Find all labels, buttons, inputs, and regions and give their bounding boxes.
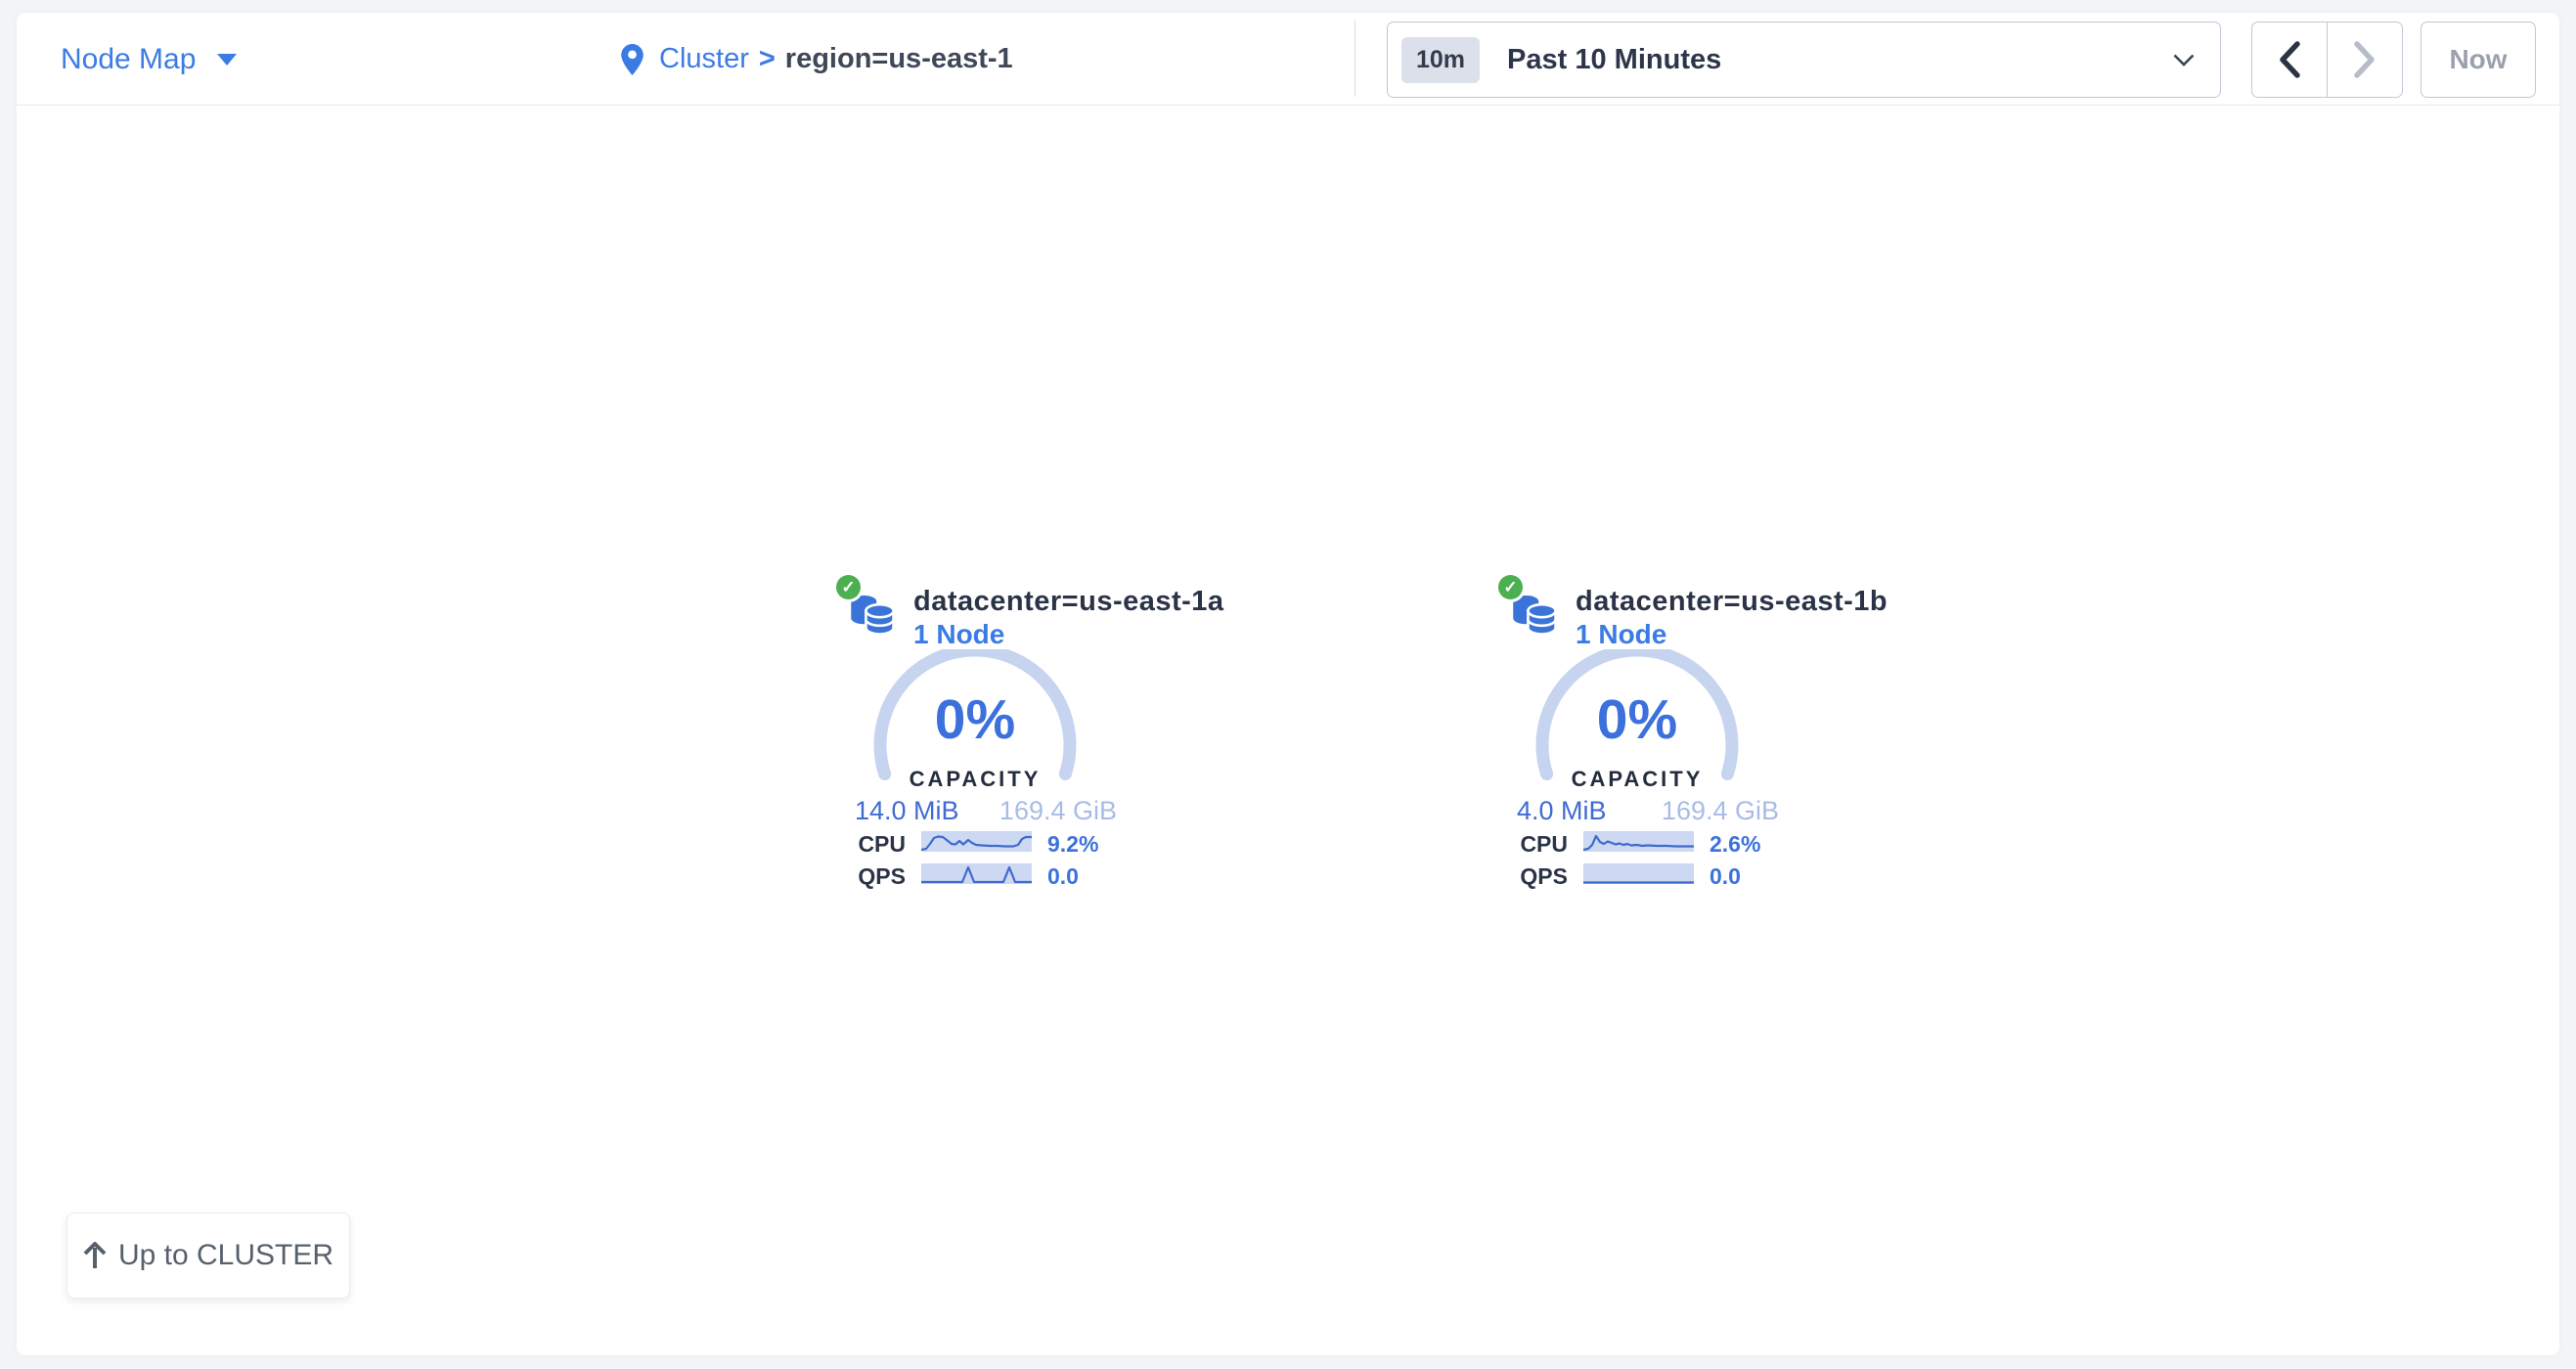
qps-value: 0.0	[1710, 863, 1741, 889]
time-step-buttons	[2251, 22, 2403, 98]
view-selector-dropdown[interactable]: Node Map	[61, 13, 238, 106]
database-stack-icon	[1513, 595, 1557, 636]
arrow-up-icon	[83, 1242, 107, 1268]
healthy-check-icon: ✓	[836, 575, 861, 599]
database-stack-icon	[851, 595, 895, 636]
cpu-value: 9.2%	[1047, 831, 1099, 857]
breadcrumb-separator: >	[758, 43, 776, 74]
time-range-badge: 10m	[1401, 36, 1481, 83]
qps-sparkline	[1583, 863, 1694, 884]
now-button-label: Now	[2449, 44, 2508, 74]
qps-metric-row: QPS 0.0	[1482, 863, 1785, 889]
time-range-dropdown[interactable]: 10m Past 10 Minutes	[1387, 22, 2221, 98]
chevron-right-icon	[2354, 41, 2375, 78]
capacity-values: 14.0 MiB 169.4 GiB	[855, 796, 1117, 826]
capacity-used: 4.0 MiB	[1517, 796, 1607, 825]
node-map-page: Node Map Cluster > region=us-east-1 10m …	[17, 13, 2559, 1355]
capacity-used: 14.0 MiB	[855, 796, 959, 825]
locality-card-us-east-1a[interactable]: ✓ datacenter=us-east-1a 1 Node	[820, 560, 1223, 898]
cpu-sparkline	[921, 831, 1032, 852]
cpu-label: CPU	[1520, 831, 1568, 857]
qps-label: QPS	[858, 863, 906, 889]
locality-title: datacenter=us-east-1b	[1576, 586, 1888, 617]
capacity-arc	[873, 649, 1077, 780]
chevron-down-icon	[2173, 54, 2195, 66]
capacity-gauge: 0% CAPACITY	[871, 649, 1079, 794]
capacity-label: CAPACITY	[909, 767, 1042, 791]
cpu-metric-row: CPU 9.2%	[820, 831, 1123, 857]
up-to-cluster-button[interactable]: Up to CLUSTER	[67, 1213, 350, 1299]
capacity-arc	[1535, 649, 1739, 780]
cpu-metric-row: CPU 2.6%	[1482, 831, 1785, 857]
locality-node-count: 1 Node	[1576, 619, 1667, 649]
capacity-values: 4.0 MiB 169.4 GiB	[1517, 796, 1779, 826]
header-bar: Node Map Cluster > region=us-east-1 10m …	[17, 13, 2559, 106]
check-glyph: ✓	[841, 577, 856, 596]
breadcrumb-current: region=us-east-1	[784, 43, 1013, 74]
locality-node-count: 1 Node	[913, 619, 1005, 649]
cpu-sparkline	[1583, 831, 1694, 852]
capacity-label: CAPACITY	[1571, 767, 1704, 791]
view-selector-label: Node Map	[61, 42, 197, 75]
capacity-percent: 0%	[1596, 688, 1678, 751]
qps-label: QPS	[1520, 863, 1568, 889]
qps-metric-row: QPS 0.0	[820, 863, 1123, 889]
location-pin-icon	[621, 43, 644, 75]
breadcrumb-cluster-link[interactable]: Cluster	[659, 43, 749, 74]
caret-down-icon	[217, 53, 238, 66]
breadcrumb: Cluster > region=us-east-1	[621, 13, 1013, 106]
locality-title: datacenter=us-east-1a	[913, 586, 1224, 617]
node-map-panel: Node Map Cluster > region=us-east-1 10m …	[17, 13, 2559, 1355]
node-map-canvas: ✓ datacenter=us-east-1a 1 Node	[17, 106, 2559, 1355]
chevron-left-icon	[2280, 41, 2300, 78]
capacity-total: 169.4 GiB	[1661, 796, 1779, 825]
capacity-percent: 0%	[934, 688, 1016, 751]
cpu-value: 2.6%	[1710, 831, 1761, 857]
time-next-button[interactable]	[2327, 22, 2402, 97]
qps-value: 0.0	[1047, 863, 1079, 889]
capacity-total: 169.4 GiB	[999, 796, 1117, 825]
capacity-gauge: 0% CAPACITY	[1533, 649, 1741, 794]
now-button[interactable]: Now	[2421, 22, 2536, 98]
healthy-check-icon: ✓	[1498, 575, 1523, 599]
time-range-label: Past 10 Minutes	[1507, 43, 1722, 75]
up-to-cluster-label: Up to CLUSTER	[117, 1239, 334, 1271]
check-glyph: ✓	[1503, 577, 1518, 596]
time-prev-button[interactable]	[2252, 22, 2327, 97]
qps-sparkline	[921, 863, 1032, 884]
locality-card-us-east-1b[interactable]: ✓ datacenter=us-east-1b 1 Node	[1482, 560, 1888, 898]
cpu-label: CPU	[858, 831, 906, 857]
